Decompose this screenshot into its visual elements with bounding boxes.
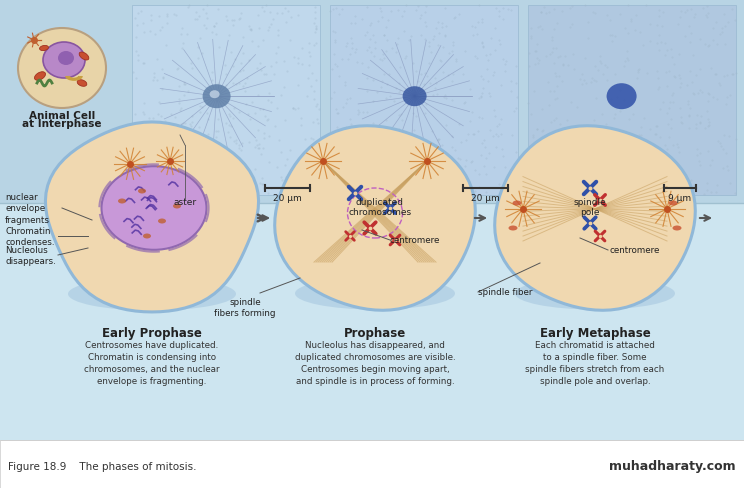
- Text: Early Prophase: Early Prophase: [102, 326, 202, 339]
- Text: Nucleolus has disappeared, and
duplicated chromosomes are visible.
Centrosomes b: Nucleolus has disappeared, and duplicate…: [295, 340, 455, 386]
- Ellipse shape: [515, 278, 675, 310]
- Text: Chromatin
condenses.: Chromatin condenses.: [5, 226, 54, 246]
- Text: spindle fiber: spindle fiber: [478, 288, 533, 297]
- Bar: [132, 6, 320, 196]
- Text: 20 μm: 20 μm: [273, 194, 302, 203]
- Text: Early Metaphase: Early Metaphase: [539, 326, 650, 339]
- Ellipse shape: [34, 73, 45, 81]
- Ellipse shape: [143, 234, 151, 239]
- Ellipse shape: [202, 85, 231, 109]
- Ellipse shape: [158, 219, 166, 224]
- Polygon shape: [495, 126, 696, 311]
- Polygon shape: [275, 126, 475, 311]
- Text: 9 μm: 9 μm: [668, 194, 692, 203]
- Text: Each chromatid is attached
to a spindle fiber. Some
spindle fibers stretch from : Each chromatid is attached to a spindle …: [525, 340, 664, 386]
- Text: spindle
pole: spindle pole: [574, 198, 606, 217]
- Ellipse shape: [210, 91, 219, 99]
- Text: centromere: centromere: [390, 236, 440, 245]
- Ellipse shape: [606, 84, 637, 110]
- Text: spindle
fibers forming: spindle fibers forming: [214, 297, 276, 318]
- Ellipse shape: [43, 43, 85, 79]
- Ellipse shape: [508, 226, 518, 231]
- Bar: [0, 203, 744, 440]
- Bar: [0, 440, 744, 488]
- Ellipse shape: [138, 189, 146, 194]
- Text: 20 μm: 20 μm: [471, 194, 500, 203]
- Ellipse shape: [79, 53, 89, 61]
- Text: duplicated
chromosomes: duplicated chromosomes: [348, 198, 411, 217]
- Ellipse shape: [513, 201, 522, 206]
- Text: nuclear
envelope
fragments: nuclear envelope fragments: [5, 193, 50, 224]
- Text: Nucleolus
disappears.: Nucleolus disappears.: [5, 245, 56, 265]
- Text: centromere: centromere: [610, 246, 661, 255]
- Ellipse shape: [669, 201, 678, 206]
- Text: Animal Cell: Animal Cell: [29, 111, 95, 121]
- Ellipse shape: [101, 167, 207, 250]
- Text: Prophase: Prophase: [344, 326, 406, 339]
- Ellipse shape: [68, 278, 236, 311]
- Ellipse shape: [173, 204, 181, 209]
- Bar: [528, 6, 736, 196]
- Bar: [0, 0, 744, 203]
- Ellipse shape: [18, 29, 106, 109]
- Bar: [330, 6, 518, 196]
- Ellipse shape: [118, 199, 126, 204]
- Ellipse shape: [673, 226, 682, 231]
- Text: Centrosomes have duplicated.
Chromatin is condensing into
chromosomes, and the n: Centrosomes have duplicated. Chromatin i…: [84, 340, 219, 386]
- Polygon shape: [45, 122, 259, 312]
- Text: muhadharaty.com: muhadharaty.com: [609, 460, 736, 472]
- Ellipse shape: [58, 52, 74, 66]
- Text: at Interphase: at Interphase: [22, 119, 102, 129]
- Ellipse shape: [295, 278, 455, 310]
- Bar: [0, 440, 744, 488]
- Ellipse shape: [403, 87, 426, 107]
- Text: Figure 18.9    The phases of mitosis.: Figure 18.9 The phases of mitosis.: [8, 461, 196, 471]
- Ellipse shape: [77, 81, 87, 87]
- Text: aster: aster: [173, 198, 196, 206]
- Ellipse shape: [39, 46, 48, 51]
